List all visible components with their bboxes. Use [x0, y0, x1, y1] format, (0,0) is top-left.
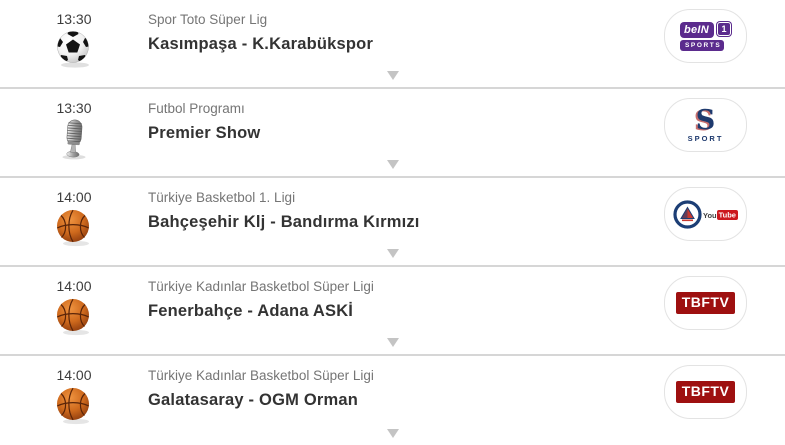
info-column: Spor Toto Süper Lig Kasımpaşa - K.Karabü…: [148, 0, 664, 87]
expand-row-triangle-down-icon[interactable]: [386, 429, 399, 438]
basketball-icon: [56, 209, 90, 247]
league-name: Futbol Programı: [148, 101, 245, 116]
time-column: 13:30: [0, 0, 148, 87]
program-title: Fenerbahçe - Adana ASKİ: [148, 302, 354, 320]
youtube-you-text: You: [703, 210, 717, 220]
program-row: 13:30 Futbol Programı: [0, 89, 785, 178]
expand-row-triangle-down-icon[interactable]: [386, 160, 399, 169]
channel-logo-bein-sports-1: beIN 1 SPORTS: [664, 9, 747, 63]
league-name: Türkiye Kadınlar Basketbol Süper Ligi: [148, 279, 374, 294]
league-name: Türkiye Kadınlar Basketbol Süper Ligi: [148, 368, 374, 383]
basketball-icon: [56, 298, 90, 336]
program-row: 14:00 Türkiye Kadınlar Basketbol Süper L…: [0, 267, 785, 356]
bein-wordmark: beIN: [679, 21, 715, 38]
program-row: 13:30 Spor Toto Süper Lig Kasımpaşa - K.…: [0, 0, 785, 89]
time-column: 14:00: [0, 178, 148, 265]
program-row: 14:00 Türkiye Kadınlar Basketbol Süper L…: [0, 356, 785, 445]
channel-column: TBFTV: [664, 267, 785, 354]
program-time: 14:00: [56, 367, 92, 383]
bein-sports-label: SPORTS: [679, 39, 725, 51]
time-column: 13:30: [0, 89, 148, 176]
channel-column: TBFTV: [664, 356, 785, 445]
info-column: Türkiye Kadınlar Basketbol Süper Ligi Ga…: [148, 356, 664, 445]
program-time: 13:30: [56, 100, 92, 116]
program-time: 13:30: [56, 11, 92, 27]
program-title: Premier Show: [148, 124, 261, 142]
channel-column: beIN 1 SPORTS: [664, 0, 785, 87]
channel-logo-s-sport: S SPORT: [664, 98, 747, 152]
expand-row-triangle-down-icon[interactable]: [386, 71, 399, 80]
program-row: 14:00 Türkiye Basketbol 1. Ligi Bahçeşeh…: [0, 178, 785, 267]
expand-row-triangle-down-icon[interactable]: [386, 249, 399, 258]
basketball-icon: [56, 387, 90, 425]
tbf-federation-badge-icon: [673, 199, 702, 229]
info-column: Türkiye Basketbol 1. Ligi Bahçeşehir Klj…: [148, 178, 664, 265]
microphone-icon: [62, 119, 86, 160]
ssport-s-mark: S: [695, 105, 716, 136]
program-title: Kasımpaşa - K.Karabükspor: [148, 35, 374, 53]
channel-logo-tbftv: TBFTV: [664, 276, 747, 330]
program-time: 14:00: [56, 278, 92, 294]
info-column: Türkiye Kadınlar Basketbol Süper Ligi Fe…: [148, 267, 664, 354]
expand-row-triangle-down-icon[interactable]: [386, 338, 399, 347]
program-time: 14:00: [56, 189, 92, 205]
youtube-tube-badge: Tube: [716, 210, 738, 220]
bein-channel-number: 1: [717, 21, 732, 36]
channel-column: You Tube: [664, 178, 785, 265]
program-title: Bahçeşehir Klj - Bandırma Kırmızı: [148, 213, 420, 231]
time-column: 14:00: [0, 356, 148, 445]
tbftv-wordmark: TBFTV: [675, 381, 736, 403]
youtube-wordmark: You Tube: [703, 205, 738, 223]
channel-logo-tbf-youtube: You Tube: [664, 187, 747, 241]
time-column: 14:00: [0, 267, 148, 354]
channel-logo-tbftv: TBFTV: [664, 365, 747, 419]
league-name: Spor Toto Süper Lig: [148, 12, 268, 27]
program-title: Galatasaray - OGM Orman: [148, 391, 359, 409]
soccer-ball-icon: [57, 31, 89, 68]
league-name: Türkiye Basketbol 1. Ligi: [148, 190, 296, 205]
channel-column: S SPORT: [664, 89, 785, 176]
ssport-label: SPORT: [687, 134, 724, 143]
info-column: Futbol Programı Premier Show: [148, 89, 664, 176]
tbftv-wordmark: TBFTV: [675, 292, 736, 314]
